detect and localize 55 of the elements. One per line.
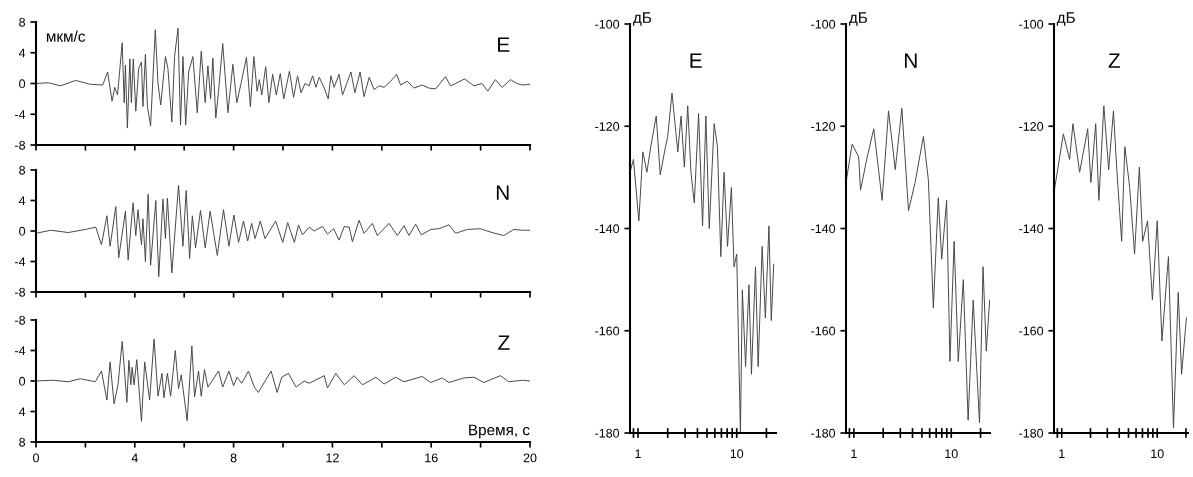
y-tick-label: -8 bbox=[15, 140, 26, 150]
y-axis-title: мкм/с bbox=[46, 30, 86, 42]
x-tick-label: 10 bbox=[730, 449, 744, 459]
x-tick-label: 20 bbox=[523, 453, 537, 463]
x-tick-label: 16 bbox=[425, 453, 438, 463]
x-tick-label: 1 bbox=[1059, 449, 1065, 459]
y-tick-label: -140 bbox=[811, 224, 836, 234]
y-tick-label: 8 bbox=[19, 17, 26, 27]
line-series bbox=[36, 27, 530, 129]
text: N bbox=[904, 53, 917, 68]
text: N bbox=[496, 185, 509, 200]
y-tick-label: -100 bbox=[811, 19, 836, 29]
y-tick-label: 4 bbox=[18, 48, 26, 58]
y-axis-title: дБ bbox=[633, 12, 652, 26]
y-tick-label: -160 bbox=[1019, 326, 1044, 336]
y-tick-label: -180 bbox=[811, 428, 836, 438]
x-tick-label: 8 bbox=[230, 453, 237, 463]
y-tick-label: -180 bbox=[595, 428, 620, 438]
y-tick-label: -180 bbox=[1019, 428, 1044, 438]
x-tick-label: 10 bbox=[945, 449, 958, 459]
y-tick-label: -120 bbox=[595, 122, 620, 131]
y-tick-label: 0 bbox=[19, 376, 26, 386]
y-tick-label: -8 bbox=[15, 315, 26, 325]
text: Z bbox=[498, 335, 510, 350]
y-tick-label: -100 bbox=[595, 19, 620, 29]
y-tick-label: -8 bbox=[15, 287, 26, 297]
x-tick-label: 1 bbox=[635, 449, 641, 459]
y-tick-label: 4 bbox=[18, 407, 26, 417]
y-axis-title: дБ bbox=[849, 12, 868, 26]
x-tick-label: 1 bbox=[851, 449, 857, 459]
y-tick-label: 4 bbox=[18, 196, 26, 206]
text: Z bbox=[1108, 53, 1121, 68]
x-tick-label: 12 bbox=[326, 453, 339, 463]
y-tick-label: -100 bbox=[1019, 19, 1044, 29]
y-tick-label: -160 bbox=[595, 326, 620, 336]
y-tick-label: -140 bbox=[1019, 224, 1044, 234]
y-tick-label: 0 bbox=[19, 79, 26, 89]
text: E bbox=[690, 53, 702, 68]
y-axis-title: дБ bbox=[1056, 12, 1075, 26]
x-axis-title: Время, с bbox=[469, 424, 530, 439]
y-tick-label: 8 bbox=[19, 437, 26, 447]
y-tick-label: -120 bbox=[811, 122, 836, 131]
line-series bbox=[36, 184, 530, 278]
x-tick-label: 0 bbox=[33, 453, 39, 463]
x-tick-label: 10 bbox=[1151, 449, 1164, 459]
y-tick-label: -4 bbox=[15, 346, 26, 356]
y-tick-label: -4 bbox=[15, 257, 26, 267]
x-tick-label: 4 bbox=[131, 453, 138, 463]
y-tick-label: 8 bbox=[19, 165, 26, 175]
y-tick-label: -120 bbox=[1019, 122, 1044, 131]
y-tick-label: -160 bbox=[811, 326, 836, 336]
y-tick-label: -140 bbox=[595, 224, 620, 234]
y-tick-label: -4 bbox=[15, 110, 26, 119]
y-tick-label: 0 bbox=[19, 226, 26, 236]
text: E bbox=[498, 37, 510, 52]
